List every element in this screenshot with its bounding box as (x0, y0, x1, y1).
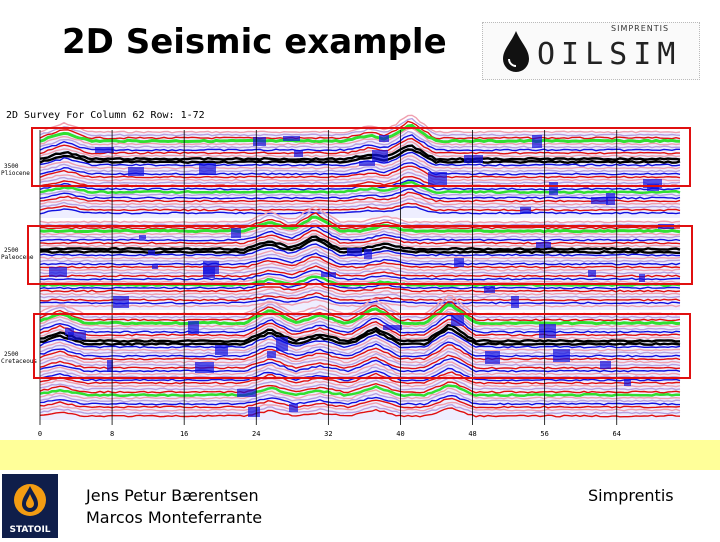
horizon-depth-label: 2500 (4, 247, 19, 254)
highlight-box (33, 313, 691, 379)
author-name-1: Jens Petur Bærentsen (86, 486, 259, 505)
horizon-name-label: Cretaceous (1, 358, 38, 365)
slide-title: 2D Seismic example (62, 22, 447, 62)
seismic-panel: 2D Survey For Column 62 Row: 1-72 0 8 16 24 3… (0, 100, 720, 440)
x-tick-label: 8 (110, 430, 114, 438)
x-tick-label: 0 (38, 430, 42, 438)
horizon-depth-label: 2500 (4, 351, 19, 358)
company-name: Simprentis (588, 486, 674, 505)
statoil-label: STATOIL (9, 525, 50, 535)
seismic-section: 2D Survey For Column 62 Row: 1-72 0 8 16 24 3… (1, 110, 693, 438)
logo-subtitle: SIMPRENTIS (611, 24, 670, 33)
highlight-box (31, 127, 691, 187)
horizon-name-label: Pliocene (1, 170, 30, 177)
x-tick-label: 32 (324, 430, 332, 438)
seismic-header: 2D Survey For Column 62 Row: 1-72 (6, 110, 205, 121)
x-tick-label: 48 (468, 430, 476, 438)
footer (0, 470, 720, 540)
oilsim-logo: OILSIM SIMPRENTIS (482, 22, 700, 80)
oil-drop-icon (503, 31, 529, 72)
statoil-logo: STATOIL (2, 474, 58, 538)
x-tick-label: 24 (252, 430, 260, 438)
logo-wordmark: OILSIM (537, 37, 682, 72)
x-tick-label: 16 (180, 430, 188, 438)
x-tick-label: 64 (613, 430, 621, 438)
horizon-depth-label: 3500 (4, 163, 19, 170)
x-tick-label: 40 (396, 430, 404, 438)
x-tick-label: 56 (540, 430, 548, 438)
bottom-band (0, 440, 720, 470)
author-name-2: Marcos Monteferrante (86, 508, 263, 527)
horizon-name-label: Paleocene (1, 254, 34, 261)
statoil-flame-icon: STATOIL (9, 484, 51, 535)
highlight-box (27, 225, 693, 285)
